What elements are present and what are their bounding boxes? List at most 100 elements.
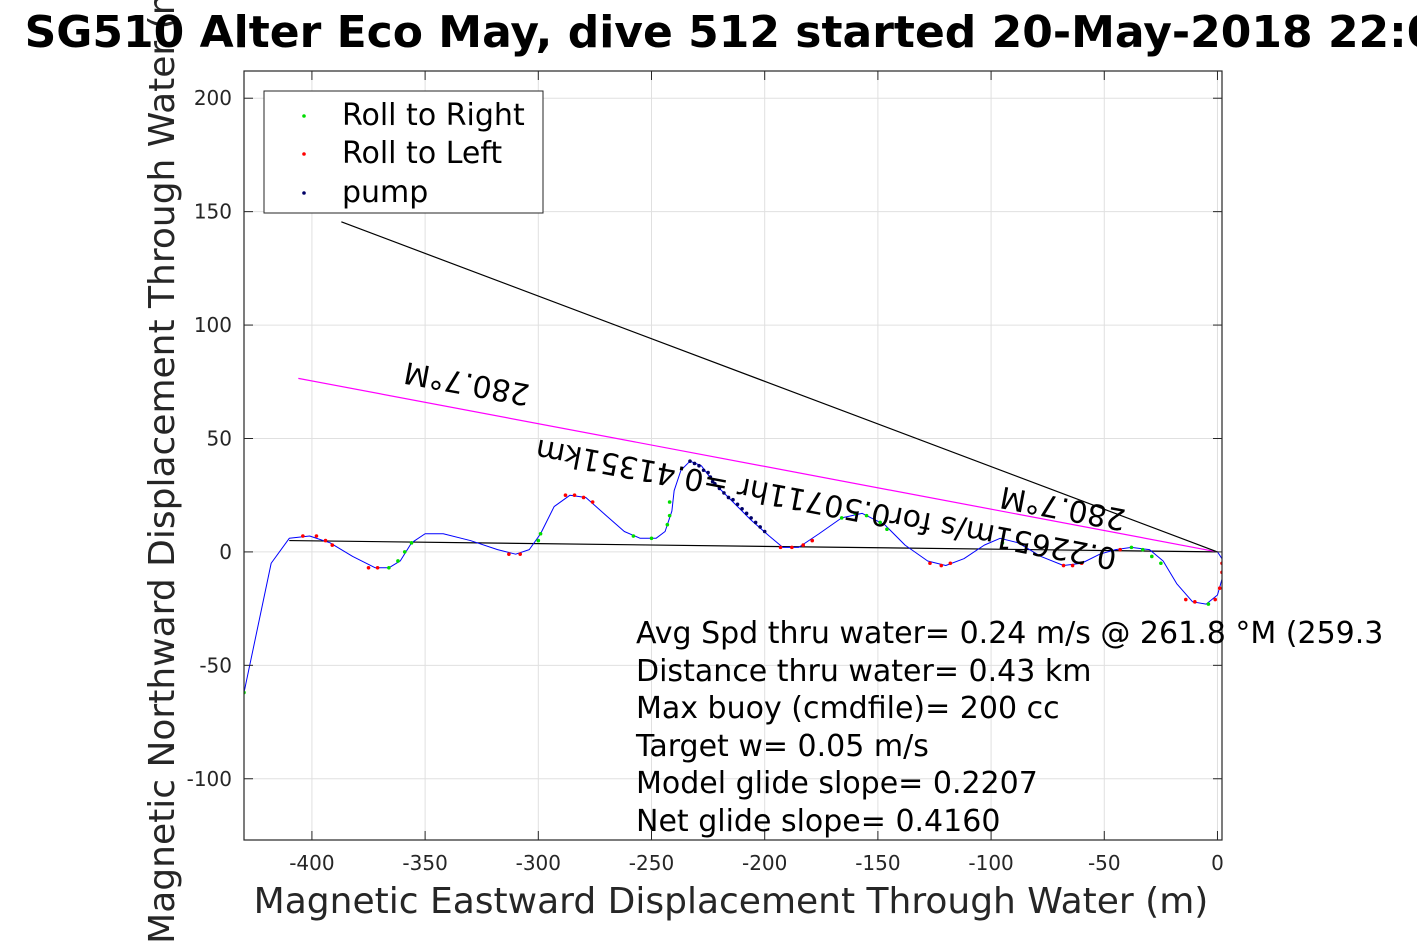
chart-title: SG510 Alter Eco May, dive 512 started 20…	[25, 7, 1417, 58]
legend-box	[263, 90, 544, 214]
roll-right-point	[667, 513, 672, 518]
y-tick-label: 0	[219, 540, 232, 564]
roll-right-point	[839, 516, 844, 520]
net-displacement-line	[289, 539, 1218, 553]
pump-point	[744, 511, 749, 516]
stat-avg-speed: Avg Spd thru water= 0.24 m/s @ 261.8 °M …	[636, 616, 1383, 651]
roll-left-point	[1118, 547, 1122, 552]
roll-right-point	[1129, 545, 1134, 550]
pump-point	[692, 461, 697, 466]
y-axis-label: Magnetic Northward Displacement Through …	[142, 0, 183, 944]
roll-left-point	[581, 495, 586, 500]
x-axis-label: Magnetic Eastward Displacement Through W…	[254, 881, 1209, 922]
roll-left-point	[323, 538, 328, 543]
roll-right-point	[1000, 541, 1005, 545]
legend: Roll to Right Roll to Left pump	[263, 90, 544, 214]
marker-layer	[244, 459, 1222, 695]
roll-right-point	[536, 538, 541, 543]
roll-right-point	[1206, 602, 1211, 606]
roll-left-point	[375, 565, 380, 570]
roll-right-point	[631, 534, 636, 538]
stat-model-glide: Model glide slope= 0.2207	[636, 766, 1038, 801]
roll-left-point	[778, 545, 783, 550]
axes-box	[243, 70, 1223, 841]
legend-marker-roll-right	[302, 114, 306, 118]
roll-right-point	[538, 531, 543, 536]
roll-right-point	[885, 527, 889, 532]
current-line	[298, 377, 1218, 553]
roll-right-point	[853, 511, 858, 516]
y-tick-label: 100	[194, 313, 232, 337]
roll-left-point	[1213, 597, 1218, 602]
y-tick-label: 50	[207, 426, 232, 450]
x-tick-label: -300	[516, 851, 561, 875]
roll-left-point	[1193, 600, 1197, 604]
roll-left-point	[507, 552, 511, 556]
pump-point	[749, 516, 753, 520]
roll-left-point	[301, 534, 305, 538]
roll-left-point	[948, 561, 953, 566]
y-tick-label: 200	[194, 86, 232, 110]
roll-left-point	[314, 534, 319, 538]
legend-label-roll-right: Roll to Right	[342, 98, 525, 133]
stat-distance: Distance thru water= 0.43 km	[636, 654, 1091, 689]
stat-target-w: Target w= 0.05 m/s	[635, 729, 929, 764]
roll-right-point	[864, 513, 869, 518]
roll-left-point	[1061, 563, 1066, 568]
roll-left-point	[590, 500, 595, 504]
pump-point	[753, 520, 758, 525]
stat-max-buoy: Max buoy (cmdfile)= 200 cc	[636, 691, 1060, 726]
pump-point	[758, 525, 762, 529]
x-tick-label: -150	[855, 851, 900, 875]
pump-point	[688, 459, 692, 463]
x-ticks: -400 -350 -300 -250 -200 -150 -100 -50 0	[289, 71, 1224, 875]
stat-net-glide: Net glide slope= 0.4160	[636, 804, 1000, 839]
pump-point	[726, 495, 731, 500]
x-tick-label: -400	[289, 851, 334, 875]
pump-point	[708, 475, 713, 479]
y-ticks: -100 -50 0 50 100 150 200	[187, 86, 1222, 791]
x-tick-label: -250	[629, 851, 674, 875]
roll-right-point	[387, 565, 391, 570]
pump-point	[731, 497, 735, 502]
stats-block: Avg Spd thru water= 0.24 m/s @ 261.8 °M …	[635, 616, 1383, 839]
roll-left-point	[366, 565, 371, 570]
roll-right-point	[396, 559, 400, 563]
pump-point	[735, 502, 740, 507]
pump-point	[710, 479, 715, 484]
x-tick-label: -100	[968, 851, 1013, 875]
pump-point	[697, 463, 701, 468]
roll-left-point	[1217, 586, 1222, 591]
legend-marker-pump	[302, 191, 306, 195]
y-tick-label: -50	[199, 653, 232, 677]
roll-left-point	[810, 538, 815, 543]
roll-right-point	[1140, 547, 1145, 552]
roll-left-point	[790, 545, 794, 550]
roll-right-point	[667, 500, 672, 504]
y-tick-label: 150	[194, 200, 232, 224]
legend-label-roll-left: Roll to Left	[342, 136, 502, 171]
roll-right-point	[402, 550, 407, 554]
upper-diagonal-line	[341, 221, 1218, 553]
x-tick-label: -50	[1088, 851, 1121, 875]
reference-lines	[289, 221, 1218, 553]
x-tick-label: -200	[742, 851, 787, 875]
roll-left-point	[563, 493, 568, 497]
legend-marker-roll-left	[302, 152, 306, 156]
pump-point	[706, 470, 710, 475]
roll-left-point	[1070, 563, 1075, 568]
pump-point	[701, 468, 706, 473]
roll-left-point	[1183, 597, 1188, 602]
pump-point	[722, 491, 726, 495]
roll-left-point	[330, 543, 335, 547]
roll-left-point	[928, 561, 932, 566]
legend-label-pump: pump	[342, 175, 428, 210]
roll-right-point	[1159, 561, 1163, 566]
pump-point	[717, 486, 722, 491]
roll-right-point	[665, 522, 670, 527]
x-tick-label: -350	[402, 851, 447, 875]
roll-left-point	[1079, 561, 1084, 566]
roll-left-point	[939, 563, 944, 568]
roll-left-point	[518, 552, 522, 556]
roll-right-point	[409, 541, 414, 545]
